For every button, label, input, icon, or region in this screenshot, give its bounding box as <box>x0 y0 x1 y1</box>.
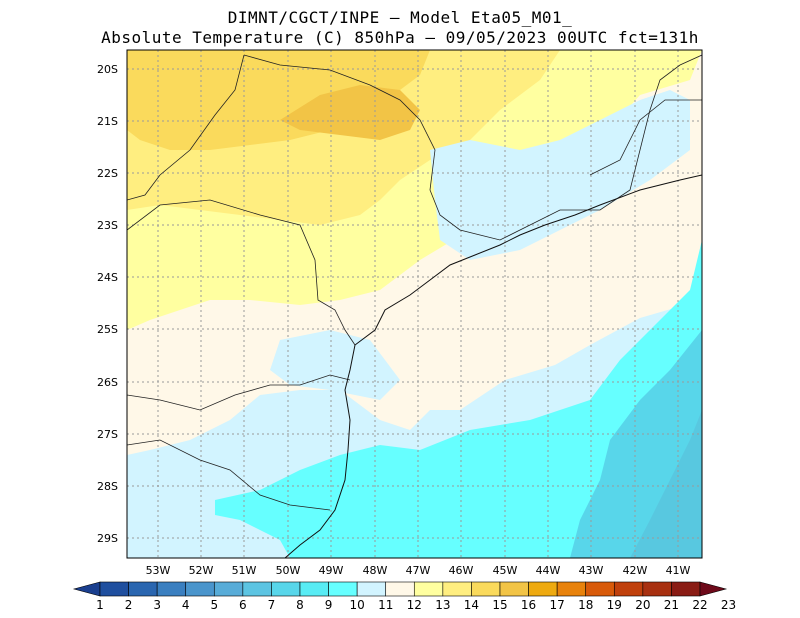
colorbar <box>72 581 728 597</box>
colorbar-tick-label: 2 <box>124 598 133 612</box>
lon-label: 43W <box>578 564 604 577</box>
lon-label: 48W <box>362 564 388 577</box>
colorbar-tick-label: 19 <box>606 598 622 612</box>
colorbar-tick-label: 7 <box>267 598 276 612</box>
colorbar-tick-label: 5 <box>210 598 219 612</box>
colorbar-swatch <box>556 581 587 597</box>
lat-label: 23S <box>97 219 118 232</box>
colorbar-tick-label: 9 <box>324 598 333 612</box>
lat-label: 29S <box>97 532 118 545</box>
colorbar-tick-label: 15 <box>492 598 508 612</box>
colorbar-tick-label: 10 <box>349 598 365 612</box>
lon-label: 51W <box>231 564 257 577</box>
colorbar-tick-label: 23 <box>720 598 737 612</box>
title-line-1: DIMNT/CGCT/INPE – Model Eta05_M01_ <box>227 8 573 27</box>
colorbar-tick-label: 18 <box>578 598 594 612</box>
lon-label: 49W <box>318 564 344 577</box>
colorbar-tick-label: 8 <box>296 598 304 612</box>
lon-label: 52W <box>188 564 214 577</box>
lon-label: 46W <box>448 564 474 577</box>
colorbar-tick-label: 3 <box>153 598 161 612</box>
field-gold <box>127 50 430 150</box>
field-cyan <box>215 240 702 558</box>
lon-label: 50W <box>275 564 301 577</box>
colorbar-swatch <box>185 581 215 597</box>
field-orange <box>280 85 420 140</box>
colorbar-swatch <box>128 581 158 597</box>
colorbar-swatch <box>471 581 501 597</box>
lon-label: 42W <box>622 564 648 577</box>
field-dark-teal <box>630 410 702 558</box>
colorbar-swatch <box>299 581 329 597</box>
colorbar-swatch <box>385 581 415 597</box>
colorbar-swatch <box>213 581 244 597</box>
colorbar-tick-label: 17 <box>549 598 565 612</box>
colorbar-tick-label: 20 <box>635 598 651 612</box>
lat-label: 25S <box>97 323 118 336</box>
colorbar-swatch <box>156 581 187 597</box>
state-borders <box>127 54 702 511</box>
colorbar-swatch <box>585 581 615 597</box>
colorbar-swatch <box>242 581 272 597</box>
lat-label: 20S <box>97 63 118 76</box>
lon-label: 44W <box>535 564 561 577</box>
field-pale-blue-north <box>430 90 690 260</box>
lat-label: 27S <box>97 428 118 441</box>
colorbar-swatch <box>413 581 444 597</box>
colorbar-swatch <box>613 581 644 597</box>
colorbar-tick-label: 4 <box>181 598 190 612</box>
colorbar-swatch <box>528 581 558 597</box>
lon-label: 45W <box>492 564 518 577</box>
colorbar-tick-label: 22 <box>692 598 708 612</box>
temperature-field <box>127 50 702 558</box>
lat-label: 21S <box>97 115 118 128</box>
colorbar-swatch <box>442 581 472 597</box>
colorbar-swatch <box>271 581 301 597</box>
lat-label: 22S <box>97 167 118 180</box>
map-frame <box>126 49 703 559</box>
colorbar-tick-label: 14 <box>463 598 480 612</box>
lon-label: 47W <box>405 564 431 577</box>
colorbar-tick-label: 12 <box>406 598 422 612</box>
colorbar-swatch <box>499 581 529 597</box>
colorbar-arrow-right <box>699 581 728 597</box>
lat-label: 28S <box>97 480 118 493</box>
colorbar-tick-label: 1 <box>96 598 104 612</box>
lon-label: 53W <box>145 564 171 577</box>
coastline <box>284 174 702 558</box>
colorbar-swatch <box>642 581 672 597</box>
colorbar-tick-label: 11 <box>378 598 394 612</box>
lat-label: 26S <box>97 376 118 389</box>
colorbar-arrow-left <box>72 581 101 597</box>
colorbar-swatch <box>328 581 358 597</box>
lon-label: 41W <box>665 564 691 577</box>
grid-lines <box>127 50 702 558</box>
colorbar-tick-label: 6 <box>239 598 247 612</box>
lat-label: 24S <box>97 271 118 284</box>
title-line-2: Absolute Temperature (C) 850hPa – 09/05/… <box>101 28 699 47</box>
colorbar-swatch <box>671 581 701 597</box>
colorbar-swatch <box>99 581 129 597</box>
colorbar-tick-label: 21 <box>663 598 680 612</box>
colorbar-swatch <box>356 581 387 597</box>
colorbar-tick-label: 13 <box>435 598 451 612</box>
colorbar-tick-label: 16 <box>520 598 537 612</box>
